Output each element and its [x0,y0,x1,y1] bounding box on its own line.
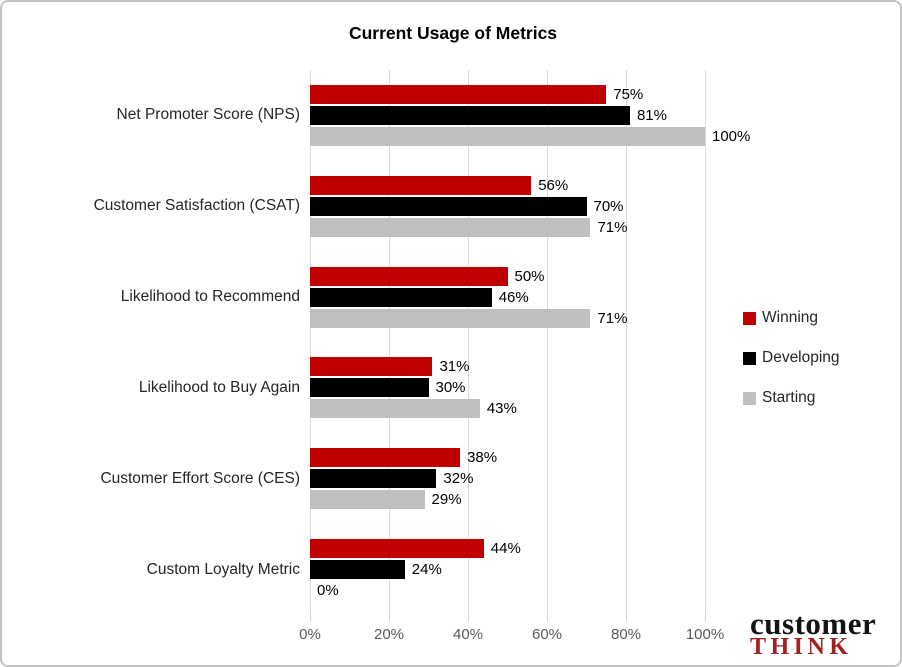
bar [310,126,705,146]
bar-value-label: 29% [431,491,462,509]
x-tick-label: 60% [531,626,563,643]
x-axis-tick [389,615,390,621]
x-axis-tick [310,615,311,621]
x-tick-label: 40% [452,626,484,643]
legend-label-developing: Developing [762,349,840,366]
legend-item-winning: Winning [743,307,840,329]
x-axis-tick [626,615,627,621]
gridline [547,70,548,615]
legend-item-developing: Developing [743,347,840,369]
bar-value-label: 30% [435,379,466,397]
bar [310,490,425,510]
legend-swatch-developing [743,351,756,365]
x-tick-label: 100% [685,626,725,643]
gridline [626,70,627,615]
bar [310,266,508,286]
bar-value-label: 32% [443,470,474,488]
bar-value-label: 81% [636,106,667,124]
x-tick-label: 0% [299,626,321,643]
logo-text-think: THINK [750,634,853,660]
chart-title: Current Usage of Metrics [348,23,558,43]
bar-value-label: 31% [439,358,470,376]
bar-value-label: 75% [613,85,644,103]
x-axis-tick [705,615,706,621]
category-label: Customer Satisfaction (CSAT) [93,197,300,215]
bar-value-label: 50% [514,267,545,285]
legend-swatch-winning [743,311,756,325]
bar [310,378,429,398]
bar-value-label: 100% [712,127,751,145]
bar [310,287,492,307]
x-axis-tick [468,615,469,621]
legend-swatch-starting [743,391,756,405]
category-label: Customer Effort Score (CES) [100,469,300,487]
bar-value-label: 71% [597,309,628,327]
bar-value-label: 71% [597,218,628,236]
bar [310,357,433,377]
category-label: Custom Loyalty Metric [146,560,300,578]
bar-value-label: 70% [593,197,624,215]
legend: Winning Developing Starting [743,307,840,427]
legend-label-starting: Starting [762,389,816,406]
category-label: Likelihood to Recommend [120,288,300,306]
logo-text-customer: customer [750,606,877,641]
bar-value-label: 44% [490,540,521,558]
bar-value-label: 24% [411,561,442,579]
bar-value-label: 43% [486,400,517,418]
gridline [705,70,706,615]
bar-value-label: 56% [538,176,569,194]
category-label: Net Promoter Score (NPS) [116,106,300,124]
bar [310,560,405,580]
bar-value-label: 38% [467,449,498,467]
bar [310,84,607,104]
category-label: Likelihood to Buy Again [138,378,300,396]
bar [310,448,461,468]
bar [310,175,532,195]
bar-value-label: 0% [317,582,339,600]
bar-value-label: 46% [498,288,529,306]
customerthink-logo: customer THINK [750,608,892,659]
bar [310,469,437,489]
legend-label-winning: Winning [762,309,818,326]
legend-item-starting: Starting [743,387,840,409]
bar [310,308,591,328]
gridline [310,70,311,615]
gridline [468,70,469,615]
bar [310,196,587,216]
bar [310,105,630,125]
gridline [389,70,390,615]
x-axis-tick [547,615,548,621]
bar [310,539,484,559]
bar [310,399,480,419]
x-tick-label: 80% [610,626,642,643]
bar [310,217,591,237]
x-tick-label: 20% [373,626,405,643]
